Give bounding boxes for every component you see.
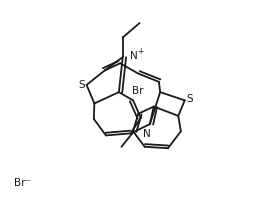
Text: Br: Br [132,86,143,96]
Text: N: N [130,51,138,61]
Text: N: N [143,129,151,139]
Text: S: S [79,80,85,90]
Text: S: S [186,94,193,104]
Text: +: + [137,47,144,56]
Text: Br⁻: Br⁻ [14,178,31,188]
